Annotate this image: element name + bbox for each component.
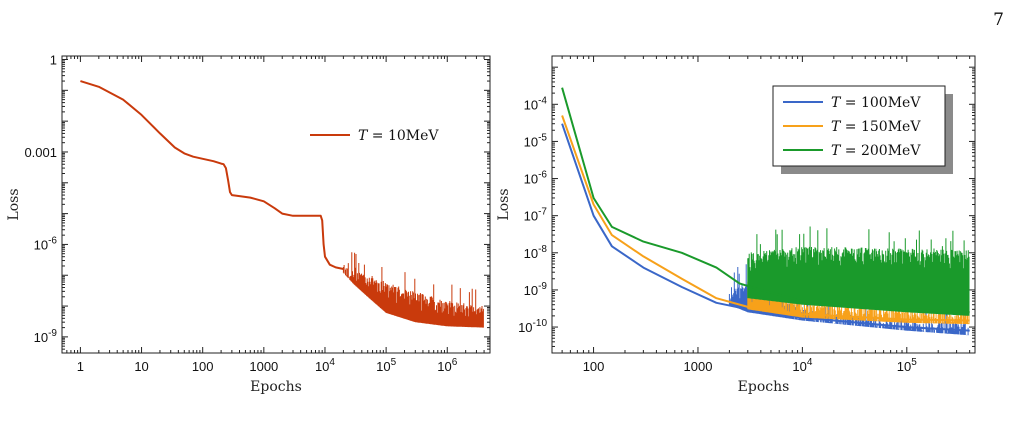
x-tick-label: 104	[792, 357, 812, 374]
series-noise-band	[342, 252, 484, 328]
legend-label: T = 200MeV	[831, 143, 921, 159]
x-tick-label: 1000	[684, 359, 713, 374]
chart-1: 1 10 100 1000 104 105 106 1 0.001 10-6 10-9 Epochs L…	[6, 53, 491, 395]
x-axis-title: Epochs	[250, 379, 302, 395]
legend-label: T = 10MeV	[358, 128, 439, 144]
plot-area	[80, 80, 484, 328]
y-tick-label: 10-7	[524, 207, 548, 224]
y-axis-title: Loss	[6, 188, 22, 220]
x-tick-label: 100	[192, 359, 214, 374]
legend-label: T = 100MeV	[831, 95, 921, 111]
legend-label: T = 150MeV	[831, 119, 921, 135]
y-tick-label: 10-10	[518, 318, 547, 335]
x-tick-label: 105	[376, 357, 396, 374]
y-tick-label: 0.001	[24, 145, 57, 160]
legend: T = 10MeV	[310, 128, 439, 144]
x-tick-label: 104	[315, 357, 335, 374]
plot-area	[561, 87, 970, 336]
y-tick-label: 10-9	[34, 328, 58, 345]
series-line	[561, 123, 970, 332]
y-tick-label: 10-9	[524, 281, 548, 298]
x-tick-label: 1	[77, 359, 84, 374]
y-axis-title: Loss	[496, 188, 512, 220]
x-tick-label: 105	[897, 357, 917, 374]
x-tick-label: 100	[583, 359, 605, 374]
series-line	[561, 87, 970, 314]
series-1	[80, 80, 484, 328]
y-tick-label: 10-6	[524, 170, 548, 187]
x-tick-label: 1000	[249, 359, 278, 374]
y-tick-label: 10-6	[34, 235, 58, 252]
x-tick-label: 106	[437, 357, 457, 374]
series-3	[561, 87, 970, 316]
y-tick-label: 10-5	[524, 132, 548, 149]
page-number: 7	[993, 10, 1004, 30]
legend: T = 100MeV T = 150MeV T = 200MeV	[772, 85, 953, 174]
chart-2: 100 1000 104 105 10-4 10-5 10-6 10-7 10-8 10-9 10-…	[496, 55, 976, 395]
series-noise-band	[747, 226, 970, 316]
series-line	[561, 115, 970, 322]
y-tick-label: 10-4	[524, 95, 548, 112]
series-line	[80, 80, 344, 270]
x-tick-label: 10	[134, 359, 148, 374]
x-axis-title: Epochs	[738, 379, 790, 395]
y-tick-label: 10-8	[524, 244, 548, 261]
y-tick-label: 1	[50, 53, 57, 68]
